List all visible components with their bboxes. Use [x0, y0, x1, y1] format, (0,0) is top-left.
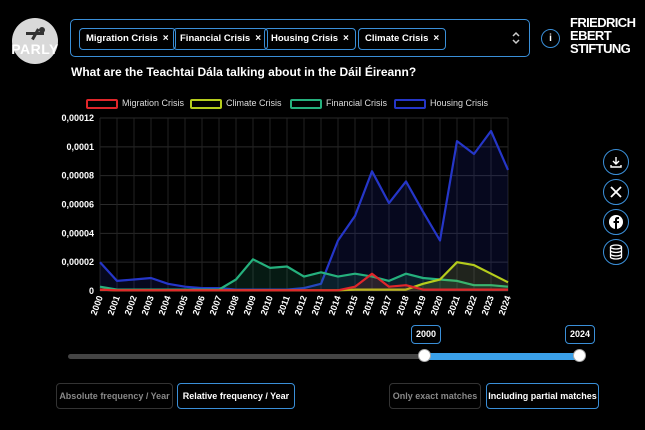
legend-swatch [86, 98, 118, 109]
x-tick-label: 2014 [327, 294, 343, 316]
series-area-migration [100, 273, 508, 291]
y-tick-label: 0,00008 [61, 171, 94, 181]
x-tick-label: 2000 [89, 294, 105, 316]
x-tick-label: 2011 [276, 294, 292, 316]
frequency-chart: 0 0,00002 0,00004 0,00006 0,00008 0,0001 0,000… [61, 113, 513, 317]
x-tick-label: 2022 [463, 294, 479, 316]
remove-icon[interactable]: × [433, 33, 440, 44]
database-icon [609, 244, 623, 260]
chip-migration-crisis: Migration Crisis × [79, 28, 176, 50]
dropdown-caret-icon[interactable] [511, 30, 521, 46]
info-button[interactable]: i [541, 29, 560, 48]
download-icon [610, 157, 622, 168]
start-year-label: 2000 [411, 325, 442, 344]
x-tick-label: 2013 [310, 294, 326, 316]
y-tick-label: 0,00004 [61, 228, 94, 238]
topic-filter-select[interactable]: Migration Crisis × Financial Crisis × Hous… [70, 19, 530, 57]
exact-matches-button[interactable]: Only exact matches [389, 383, 481, 409]
y-tick-label: 0,00002 [61, 257, 94, 267]
x-tick-label: 2021 [446, 294, 462, 316]
x-tick-label: 2007 [208, 294, 224, 316]
x-tick-label: 2008 [225, 294, 241, 316]
x-tick-label: 2002 [123, 294, 139, 316]
y-tick-label: 0,00012 [61, 113, 94, 123]
data-export-button[interactable] [603, 239, 629, 265]
x-tick-label: 2001 [106, 294, 122, 316]
chip-label: Climate Crisis [365, 33, 429, 44]
x-tick-label: 2015 [344, 294, 360, 316]
year-range-track[interactable] [68, 354, 580, 359]
fes-line-3: STIFTUNG [570, 41, 631, 56]
fes-line-1: FRIEDRICH [570, 15, 636, 30]
remove-icon[interactable]: × [343, 33, 349, 44]
chip-label: Housing Crisis [271, 33, 339, 44]
legend-label: Financial Crisis [326, 98, 388, 108]
y-tick-label: 0,00006 [61, 200, 94, 210]
share-x-button[interactable] [603, 179, 629, 205]
series-line-housing [99, 129, 510, 291]
x-tick-label: 2016 [361, 294, 377, 316]
series-area-financial [100, 259, 508, 291]
x-icon [610, 186, 622, 198]
x-tick-label: 2019 [412, 294, 428, 316]
year-range-selected [424, 353, 580, 360]
start-year-handle[interactable] [418, 349, 431, 362]
y-tick-label: 0 [89, 286, 94, 296]
legend-item-financial[interactable]: Financial Crisis [290, 98, 387, 109]
remove-icon[interactable]: × [255, 33, 262, 44]
fes-line-2: EBERT [570, 28, 612, 43]
x-tick-label: 2009 [242, 294, 258, 316]
x-tick-label: 2024 [497, 294, 513, 316]
y-tick-label: 0,0001 [66, 142, 94, 152]
brand-name: PARLY [11, 41, 59, 57]
x-tick-label: 2023 [480, 294, 496, 316]
page-title: What are the Teachtai Dála talking about… [71, 65, 417, 79]
series-line-migration [99, 272, 508, 292]
chip-climate-crisis: Climate Crisis × [358, 28, 447, 50]
legend-label: Housing Crisis [430, 98, 489, 108]
relative-frequency-button[interactable]: Relative frequency / Year [177, 383, 295, 409]
end-year-label: 2024 [565, 325, 596, 344]
absolute-frequency-button[interactable]: Absolute frequency / Year [56, 383, 173, 409]
legend-item-migration[interactable]: Migration Crisis [86, 98, 184, 109]
chip-financial-crisis: Financial Crisis × [173, 28, 269, 50]
end-year-handle[interactable] [573, 349, 586, 362]
legend-label: Climate Crisis [226, 98, 282, 108]
facebook-icon [609, 215, 623, 229]
x-tick-label: 2004 [157, 294, 173, 316]
x-tick-label: 2012 [293, 294, 309, 316]
fes-logo[interactable]: FRIEDRICH EBERT STIFTUNG [570, 16, 642, 55]
x-tick-label: 2020 [429, 294, 445, 316]
legend-item-climate[interactable]: Climate Crisis [190, 98, 282, 109]
x-tick-label: 2010 [259, 294, 275, 316]
legend-item-housing[interactable]: Housing Crisis [394, 98, 488, 109]
chip-label: Financial Crisis [180, 33, 251, 44]
download-button[interactable] [603, 149, 629, 175]
chip-label: Migration Crisis [86, 33, 158, 44]
chip-housing-crisis: Housing Crisis × [264, 28, 356, 50]
remove-icon[interactable]: × [162, 33, 169, 44]
series-area-housing [100, 131, 508, 291]
parly-logo[interactable]: PARLY [6, 18, 64, 64]
x-tick-label: 2017 [378, 294, 394, 316]
legend-label: Migration Crisis [122, 98, 185, 108]
x-tick-label: 2003 [140, 294, 156, 316]
x-tick-label: 2005 [174, 294, 190, 316]
x-tick-label: 2018 [395, 294, 411, 316]
legend-swatch [290, 98, 322, 109]
legend-swatch [394, 98, 426, 109]
legend-swatch [190, 98, 222, 109]
partial-matches-button[interactable]: Including partial matches [486, 383, 599, 409]
series-area-climate [100, 262, 508, 291]
x-tick-label: 2006 [191, 294, 207, 316]
share-facebook-button[interactable] [603, 209, 629, 235]
logo-emblem [12, 18, 58, 64]
